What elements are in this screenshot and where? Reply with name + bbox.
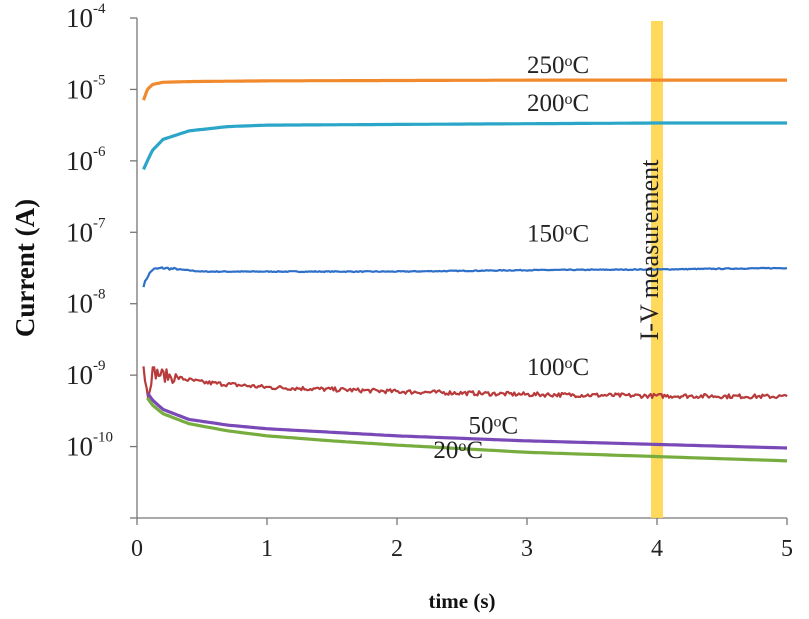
iv-measurement-label: I-V measurement <box>635 159 664 341</box>
series-line-50C <box>146 391 788 450</box>
series-label-100C: 100oC <box>527 354 589 381</box>
x-tick-label-3: 3 <box>521 536 533 562</box>
x-axis-title: time (s) <box>428 589 495 613</box>
y-tick-label-3: 10-7 <box>66 215 106 247</box>
series-line-100C <box>142 366 788 400</box>
y-axis-title: Current (A) <box>10 199 40 337</box>
x-tick-label-4: 4 <box>651 536 663 562</box>
x-tick-label-0: 0 <box>131 536 143 562</box>
series-label-20C: 20oC <box>433 437 483 464</box>
x-tick-label-1: 1 <box>261 536 273 562</box>
x-tick-label-5: 5 <box>781 536 793 562</box>
series-line-150C <box>142 266 788 288</box>
axes <box>136 18 787 519</box>
y-tick-label-4: 10-8 <box>66 287 106 319</box>
series-layer <box>142 78 788 463</box>
y-tick-label-2: 10-6 <box>66 144 106 176</box>
ticks: 0 1 2 3 4 5 10-4 10-5 10-6 10-7 10-8 10-9 10-10 <box>66 1 793 562</box>
y-tick-label-6: 10-10 <box>66 430 113 462</box>
series-line-20C <box>146 396 788 463</box>
series-label-200C: 200oC <box>527 90 589 117</box>
y-tick-label-0: 10-4 <box>66 1 106 33</box>
y-tick-label-5: 10-9 <box>66 358 106 390</box>
series-label-150C: 150oC <box>527 221 589 248</box>
y-tick-label-1: 10-5 <box>66 72 106 104</box>
series-line-200C <box>142 121 787 171</box>
series-label-250C: 250oC <box>527 52 589 79</box>
x-tick-label-2: 2 <box>391 536 403 562</box>
series-label-50C: 50oC <box>469 413 519 440</box>
series-line-250C <box>142 78 787 102</box>
